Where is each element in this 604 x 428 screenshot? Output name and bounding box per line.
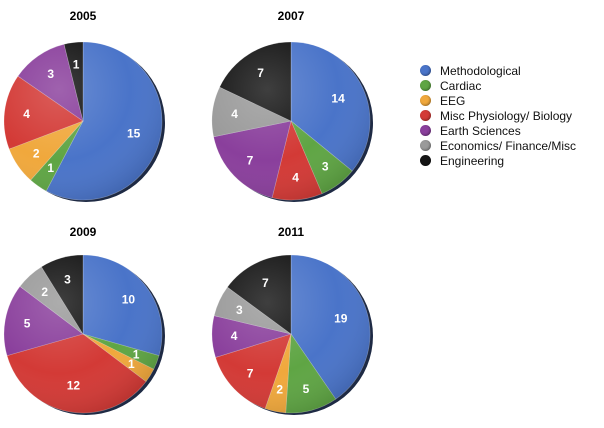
- pie-title: 2007: [278, 9, 305, 23]
- slice-value-label-earth-sciences: 3: [47, 67, 54, 81]
- pie-title: 2009: [70, 225, 97, 239]
- slice-value-label-economics-finance-misc: 3: [236, 303, 243, 317]
- pie-title: 2005: [70, 9, 97, 23]
- slice-value-label-methodological: 19: [334, 312, 348, 326]
- legend-item-misc-physiology: Misc Physiology/ Biology: [420, 108, 576, 123]
- slice-value-label-earth-sciences: 7: [247, 153, 254, 167]
- legend-label: Economics/ Finance/Misc: [440, 138, 577, 153]
- pie-gloss: [212, 255, 370, 413]
- legend-swatch: [420, 110, 431, 121]
- slice-value-label-engineering: 3: [64, 272, 71, 286]
- legend-swatch: [420, 95, 431, 106]
- slice-value-label-cardiac: 5: [303, 382, 310, 396]
- legend-label: Cardiac: [440, 78, 482, 93]
- legend-item-engineering: Engineering: [420, 153, 576, 168]
- slice-value-label-earth-sciences: 4: [231, 329, 238, 343]
- slice-value-label-economics-finance-misc: 2: [41, 285, 48, 299]
- slice-value-label-engineering: 7: [262, 276, 269, 290]
- legend-label: EEG: [440, 93, 466, 108]
- legend-label: Engineering: [440, 153, 505, 168]
- slice-value-label-eeg: 2: [276, 383, 283, 397]
- slice-value-label-misc-physiology-biology: 7: [247, 367, 254, 381]
- legend-label: Earth Sciences: [440, 123, 521, 138]
- legend-swatch: [420, 155, 431, 166]
- pie-chart-2007: 14 3 4 7 4 7 2007: [211, 9, 373, 202]
- pie-title: 2011: [278, 225, 304, 239]
- slice-value-label-misc-physiology-biology: 4: [292, 171, 299, 185]
- pie-gloss: [4, 255, 162, 413]
- legend-item-methodological: Methodological: [420, 63, 576, 78]
- slice-value-label-cardiac: 1: [47, 161, 54, 175]
- slice-value-label-cardiac: 1: [133, 348, 140, 362]
- pie-gloss: [4, 42, 162, 200]
- slice-value-label-misc-physiology-biology: 4: [23, 107, 30, 121]
- slice-value-label-misc-physiology-biology: 12: [67, 378, 81, 392]
- slice-value-label-methodological: 15: [127, 126, 141, 140]
- legend-item-cardiac: Cardiac: [420, 78, 576, 93]
- slice-value-label-methodological: 10: [122, 293, 136, 307]
- pie-chart-2009: 10 11 12 5 2 3 2009: [3, 225, 165, 415]
- slice-value-label-engineering: 1: [73, 58, 80, 72]
- legend-label: Methodological: [440, 63, 521, 78]
- slice-value-label-methodological: 14: [331, 92, 345, 106]
- legend-swatch: [420, 65, 431, 76]
- slice-value-label-eeg: 2: [33, 146, 40, 160]
- legend-label: Misc Physiology/ Biology: [440, 108, 573, 123]
- legend-swatch: [420, 140, 431, 151]
- legend: Methodological Cardiac EEG Misc Physiolo…: [420, 63, 576, 168]
- slice-value-label-eeg: 1: [128, 357, 135, 371]
- pie-chart-2011: 19 5 2 7 4 3 7 2011: [211, 225, 373, 415]
- legend-item-economics: Economics/ Finance/Misc: [420, 138, 576, 153]
- pie-gloss: [212, 42, 370, 200]
- slice-value-label-earth-sciences: 5: [24, 317, 31, 331]
- legend-item-eeg: EEG: [420, 93, 576, 108]
- slice-value-label-engineering: 7: [257, 66, 264, 80]
- legend-swatch: [420, 125, 431, 136]
- slice-value-label-cardiac: 3: [322, 159, 329, 173]
- legend-item-earth-sciences: Earth Sciences: [420, 123, 576, 138]
- slice-value-label-economics-finance-misc: 4: [231, 107, 238, 121]
- legend-swatch: [420, 80, 431, 91]
